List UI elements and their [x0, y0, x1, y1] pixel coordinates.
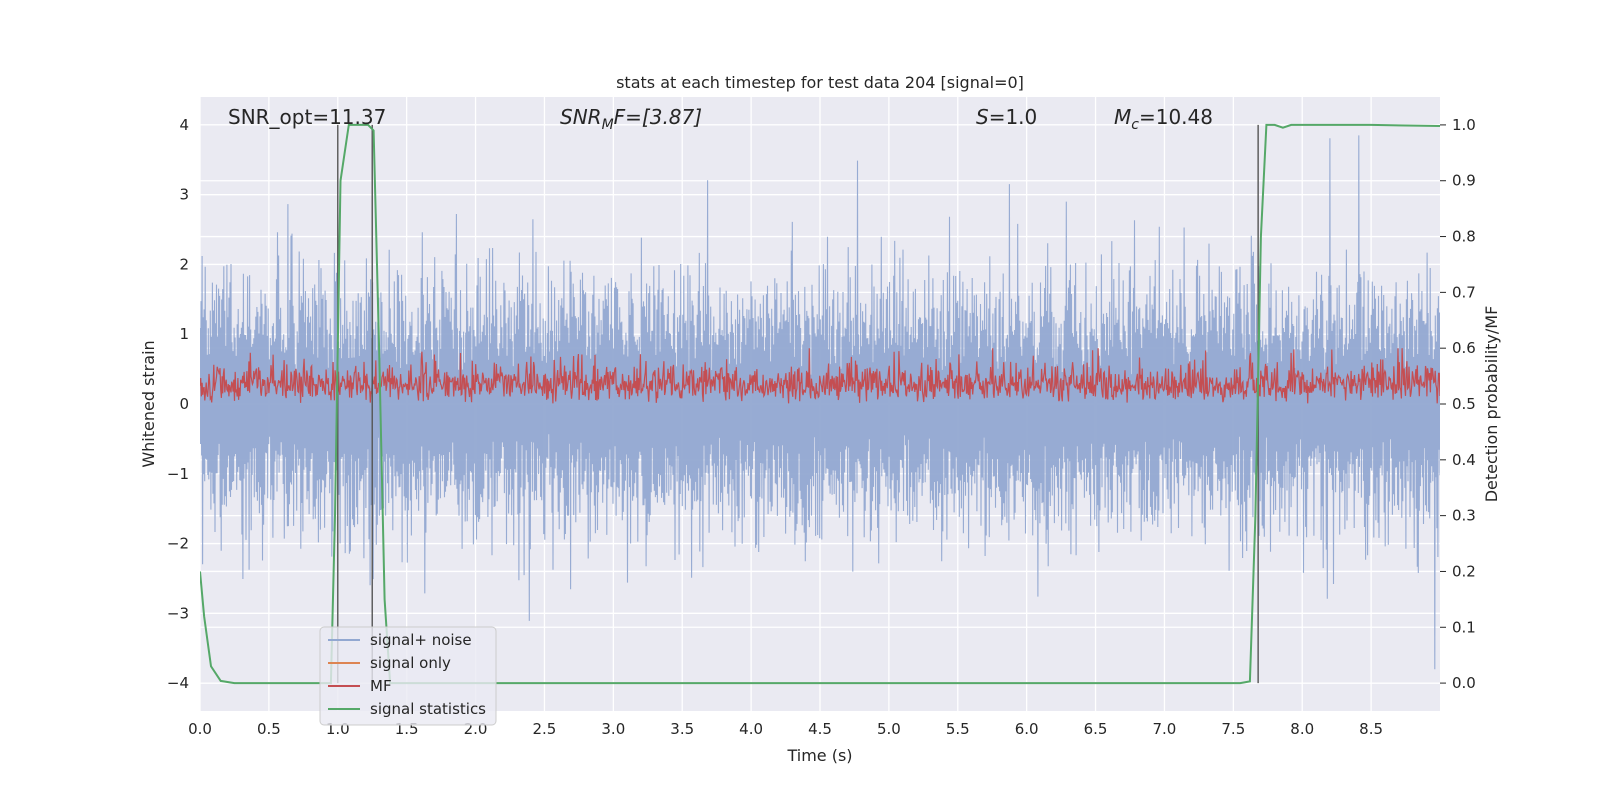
legend-label: signal only	[370, 654, 451, 672]
y2-tick-label: 0.9	[1452, 172, 1476, 190]
mc-var: M	[1114, 105, 1131, 129]
y-tick-label: −1	[167, 465, 189, 483]
legend-item-mf: MF	[328, 677, 392, 695]
y-tick-label: 2	[179, 255, 189, 273]
y-tick-label: −2	[167, 535, 189, 553]
y2-tick-label: 0.3	[1452, 507, 1476, 525]
s-val: =1.0	[989, 105, 1038, 129]
legend-label: signal+ noise	[370, 631, 472, 649]
y-tick-label: 0	[179, 395, 189, 413]
x-ticks: 0.0 0.5 1.0 1.5 2.0 2.5 3.0 3.5 4.0 4.5 5.0 5.5 6.0 6…	[188, 720, 1383, 738]
chart-title: stats at each timestep for test data 204…	[616, 73, 1024, 92]
y-axis-label: Whitened strain	[139, 340, 158, 467]
x-tick-label: 3.5	[670, 720, 694, 738]
snr-mf-annotation: SNRMF=[3.87]	[560, 105, 702, 133]
y2-tick-label: 0.6	[1452, 339, 1476, 357]
x-tick-label: 5.5	[946, 720, 970, 738]
mc-annotation: Mc=10.48	[1114, 105, 1213, 133]
y2-tick-label: 0.7	[1452, 283, 1476, 301]
x-tick-label: 5.0	[877, 720, 901, 738]
y-tick-label: −3	[167, 604, 189, 622]
mc-sub: c	[1131, 117, 1139, 133]
mf-series	[200, 348, 1440, 404]
y2-tick-label: 0.2	[1452, 562, 1476, 580]
snr-mf-sub: M	[602, 117, 614, 133]
x-tick-label: 0.0	[188, 720, 212, 738]
legend-label: signal statistics	[370, 700, 486, 718]
x-tick-label: 6.5	[1084, 720, 1108, 738]
y2-ticks: 1.0 0.9 0.8 0.7 0.6 0.5 0.4 0.3 0.2 0.1 0.0	[1440, 116, 1476, 692]
snr-opt-annotation: SNR_opt=11.37	[228, 105, 386, 129]
y-tick-label: 1	[179, 325, 189, 343]
x-tick-label: 3.0	[601, 720, 625, 738]
x-tick-label: 0.5	[257, 720, 281, 738]
legend-box	[319, 626, 497, 726]
x-axis-label: Time (s)	[786, 746, 852, 765]
x-tick-label: 2.5	[533, 720, 557, 738]
legend-item-signal-only: signal only	[328, 654, 451, 672]
y-tick-label: 3	[179, 186, 189, 204]
y2-tick-label: 0.5	[1452, 395, 1476, 413]
s-annotation: S=1.0	[976, 105, 1037, 129]
y2-axis-label: Detection probability/MF	[1482, 306, 1501, 503]
mc-val: =10.48	[1139, 105, 1213, 129]
x-tick-label: 4.5	[808, 720, 832, 738]
x-tick-label: 8.0	[1290, 720, 1314, 738]
snr-mf-base: SNR	[560, 105, 602, 129]
legend-label: MF	[370, 677, 392, 695]
y-ticks: 4 3 2 1 0 −1 −2 −3 −4	[167, 116, 189, 692]
y-tick-label: 4	[179, 116, 189, 134]
s-var: S	[976, 105, 989, 129]
y2-tick-label: 0.4	[1452, 451, 1476, 469]
mf-line	[200, 348, 1440, 404]
y2-tick-label: 0.1	[1452, 618, 1476, 636]
y2-tick-label: 0.8	[1452, 228, 1476, 246]
snr-mf-rest: F=[3.87]	[614, 105, 702, 129]
y-tick-label: −4	[167, 674, 189, 692]
legend: signal+ noise signal only MF signal stat…	[319, 626, 497, 726]
x-tick-label: 6.0	[1015, 720, 1039, 738]
legend-item-signal-noise: signal+ noise	[328, 631, 472, 649]
y2-tick-label: 0.0	[1452, 674, 1476, 692]
x-tick-label: 7.5	[1221, 720, 1245, 738]
legend-item-signal-statistics: signal statistics	[328, 700, 486, 718]
y2-tick-label: 1.0	[1452, 116, 1476, 134]
x-tick-label: 8.5	[1359, 720, 1383, 738]
x-tick-label: 4.0	[739, 720, 763, 738]
x-tick-label: 7.0	[1153, 720, 1177, 738]
